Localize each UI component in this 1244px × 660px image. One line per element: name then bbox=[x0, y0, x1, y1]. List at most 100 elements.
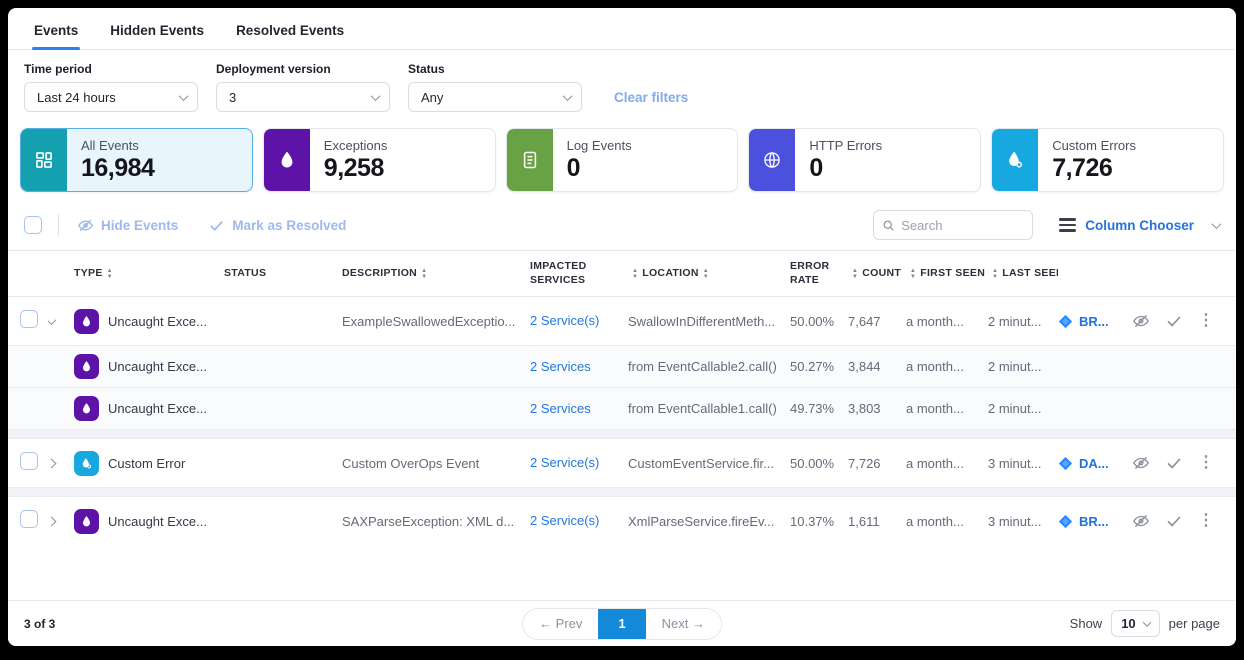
chevron-down-icon[interactable] bbox=[48, 315, 57, 326]
resolve-check-icon[interactable] bbox=[1165, 312, 1183, 330]
cell-error-rate: 49.73% bbox=[790, 401, 835, 416]
row-checkbox[interactable] bbox=[20, 451, 38, 470]
card-log-events[interactable]: Log Events 0 bbox=[505, 128, 739, 192]
row-checkbox[interactable] bbox=[20, 509, 38, 528]
card-label: All Events bbox=[81, 138, 139, 153]
services-link[interactable]: 2 Service(s) bbox=[530, 313, 600, 328]
card-custom-errors[interactable]: Custom Errors 7,726 bbox=[991, 128, 1224, 192]
row-checkbox[interactable] bbox=[20, 309, 38, 328]
card-body: All Events 16,984 bbox=[67, 129, 155, 191]
page-size-value: 10 bbox=[1121, 616, 1136, 631]
next-page-button[interactable]: Next → bbox=[645, 608, 721, 639]
cell-count: 3,803 bbox=[848, 401, 881, 416]
chevron-right-icon[interactable] bbox=[48, 458, 57, 469]
cell-description: Custom OverOps Event bbox=[342, 455, 480, 471]
jira-ticket-link[interactable]: BR... bbox=[1058, 514, 1132, 529]
hide-event-icon[interactable] bbox=[1132, 454, 1150, 472]
eye-slash-icon bbox=[77, 219, 94, 231]
sort-icon[interactable]: ▲ ▼ bbox=[106, 267, 113, 280]
row-group-separator bbox=[8, 429, 1236, 439]
sort-icon[interactable]: ▲ ▼ bbox=[910, 267, 917, 280]
jira-ticket-link[interactable]: DA... bbox=[1058, 456, 1132, 471]
card-http-errors[interactable]: HTTP Errors 0 bbox=[748, 128, 982, 192]
kebab-menu-icon[interactable]: ⋮ bbox=[1198, 512, 1214, 529]
cell-first-seen: a month... bbox=[906, 455, 964, 471]
exception-type-icon bbox=[74, 354, 99, 379]
cell-last-seen: 3 minut... bbox=[988, 513, 1042, 529]
deployment-version-select[interactable]: 3 bbox=[216, 82, 390, 112]
column-header-description[interactable]: DESCRIPTION ▲ ▼ bbox=[342, 266, 428, 280]
cell-type: Uncaught Exce... bbox=[74, 508, 224, 534]
column-header-last-seen[interactable]: ▲▼LAST SEEN▲▼ bbox=[992, 266, 1058, 280]
mark-resolved-button[interactable]: Mark as Resolved bbox=[208, 217, 346, 234]
hide-event-icon[interactable] bbox=[1132, 312, 1150, 330]
column-header-first-seen[interactable]: ▲ ▼ FIRST SEEN bbox=[910, 266, 986, 280]
clear-filters-button[interactable]: Clear filters bbox=[614, 90, 689, 105]
page-size-select[interactable]: 10 bbox=[1111, 610, 1160, 637]
card-label: Exceptions bbox=[323, 138, 388, 153]
jira-ticket-link[interactable]: BR... bbox=[1058, 314, 1132, 329]
card-label: Custom Errors bbox=[1052, 138, 1136, 153]
chevron-down-icon bbox=[562, 90, 573, 101]
table-subrow[interactable]: Uncaught Exce... 2 Services from EventCa… bbox=[8, 345, 1236, 387]
prev-page-button[interactable]: ← Prev bbox=[523, 608, 599, 639]
resolve-check-icon[interactable] bbox=[1165, 454, 1183, 472]
column-header-location[interactable]: ▲ ▼ LOCATION ▲ ▼ bbox=[632, 266, 709, 280]
table-footer: 3 of 3 ← Prev 1 Next → Show 10 per page bbox=[8, 600, 1236, 646]
sort-icon[interactable]: ▲ ▼ bbox=[852, 267, 859, 280]
services-link[interactable]: 2 Service(s) bbox=[530, 455, 600, 470]
column-header-error-rate[interactable]: ERROR RATE bbox=[790, 260, 830, 286]
hide-events-button[interactable]: Hide Events bbox=[77, 217, 178, 234]
cell-first-seen: a month... bbox=[906, 313, 964, 329]
chevron-down-icon bbox=[1211, 218, 1222, 229]
column-header-status[interactable]: STATUS bbox=[224, 266, 267, 279]
services-link[interactable]: 2 Services bbox=[530, 400, 591, 416]
time-period-value: Last 24 hours bbox=[37, 89, 116, 105]
table-row[interactable]: Uncaught Exce... SAXParseException: XML … bbox=[8, 497, 1236, 545]
type-label: Uncaught Exce... bbox=[108, 401, 207, 416]
cell-impacted-services: 2 Services bbox=[530, 358, 628, 376]
divider bbox=[58, 214, 59, 236]
tab-hidden-events[interactable]: Hidden Events bbox=[110, 23, 205, 38]
card-exceptions[interactable]: Exceptions 9,258 bbox=[262, 128, 496, 192]
services-link[interactable]: 2 Service(s) bbox=[530, 513, 600, 528]
resolve-check-icon[interactable] bbox=[1165, 512, 1183, 530]
page-1-button[interactable]: 1 bbox=[598, 608, 646, 639]
table-row[interactable]: Uncaught Exce... ExampleSwallowedExcepti… bbox=[8, 297, 1236, 345]
services-link[interactable]: 2 Services bbox=[530, 358, 591, 374]
check-icon bbox=[210, 220, 224, 231]
time-period-select[interactable]: Last 24 hours bbox=[24, 82, 198, 112]
column-header-type[interactable]: TYPE ▲ ▼ bbox=[74, 266, 113, 280]
table-row[interactable]: Custom Error Custom OverOps Event 2 Serv… bbox=[8, 439, 1236, 487]
card-label: HTTP Errors bbox=[809, 138, 883, 153]
exception-type-icon bbox=[74, 308, 99, 334]
tab-resolved-events[interactable]: Resolved Events bbox=[236, 23, 345, 38]
table-subrow[interactable]: Uncaught Exce... 2 Services from EventCa… bbox=[8, 387, 1236, 429]
card-label: Log Events bbox=[566, 138, 632, 153]
sort-icon[interactable]: ▲ ▼ bbox=[702, 267, 709, 280]
sort-icon[interactable]: ▲ ▼ bbox=[632, 267, 639, 280]
exception-type-icon bbox=[74, 396, 99, 421]
chevron-right-icon[interactable] bbox=[48, 516, 57, 527]
card-value: 0 bbox=[809, 154, 823, 182]
column-header-impacted-services[interactable]: IMPACTED SERVICES bbox=[530, 260, 587, 286]
column-header-count[interactable]: ▲ ▼ COUNT bbox=[852, 266, 902, 280]
sort-icon[interactable]: ▲ ▼ bbox=[421, 267, 428, 280]
cell-first-seen: a month... bbox=[906, 513, 964, 529]
type-label: Uncaught Exce... bbox=[108, 313, 207, 329]
select-all-checkbox[interactable] bbox=[24, 216, 42, 234]
kebab-menu-icon[interactable]: ⋮ bbox=[1198, 454, 1214, 471]
kebab-menu-icon[interactable]: ⋮ bbox=[1198, 312, 1214, 329]
row-actions: ⋮ bbox=[1132, 312, 1236, 330]
hide-event-icon[interactable] bbox=[1132, 512, 1150, 530]
cell-description: ExampleSwallowedExceptio... bbox=[342, 313, 516, 329]
column-chooser-button[interactable]: Column Chooser bbox=[1059, 218, 1222, 233]
sort-icon[interactable]: ▲ ▼ bbox=[992, 267, 999, 280]
search-input[interactable] bbox=[901, 217, 1025, 233]
pagination: ← Prev 1 Next → bbox=[522, 607, 722, 640]
tab-events[interactable]: Events bbox=[32, 13, 81, 50]
card-all-events[interactable]: All Events 16,984 bbox=[20, 128, 253, 192]
cell-impacted-services: 2 Service(s) bbox=[530, 512, 628, 530]
status-select[interactable]: Any bbox=[408, 82, 582, 112]
cell-impacted-services: 2 Service(s) bbox=[530, 454, 628, 472]
